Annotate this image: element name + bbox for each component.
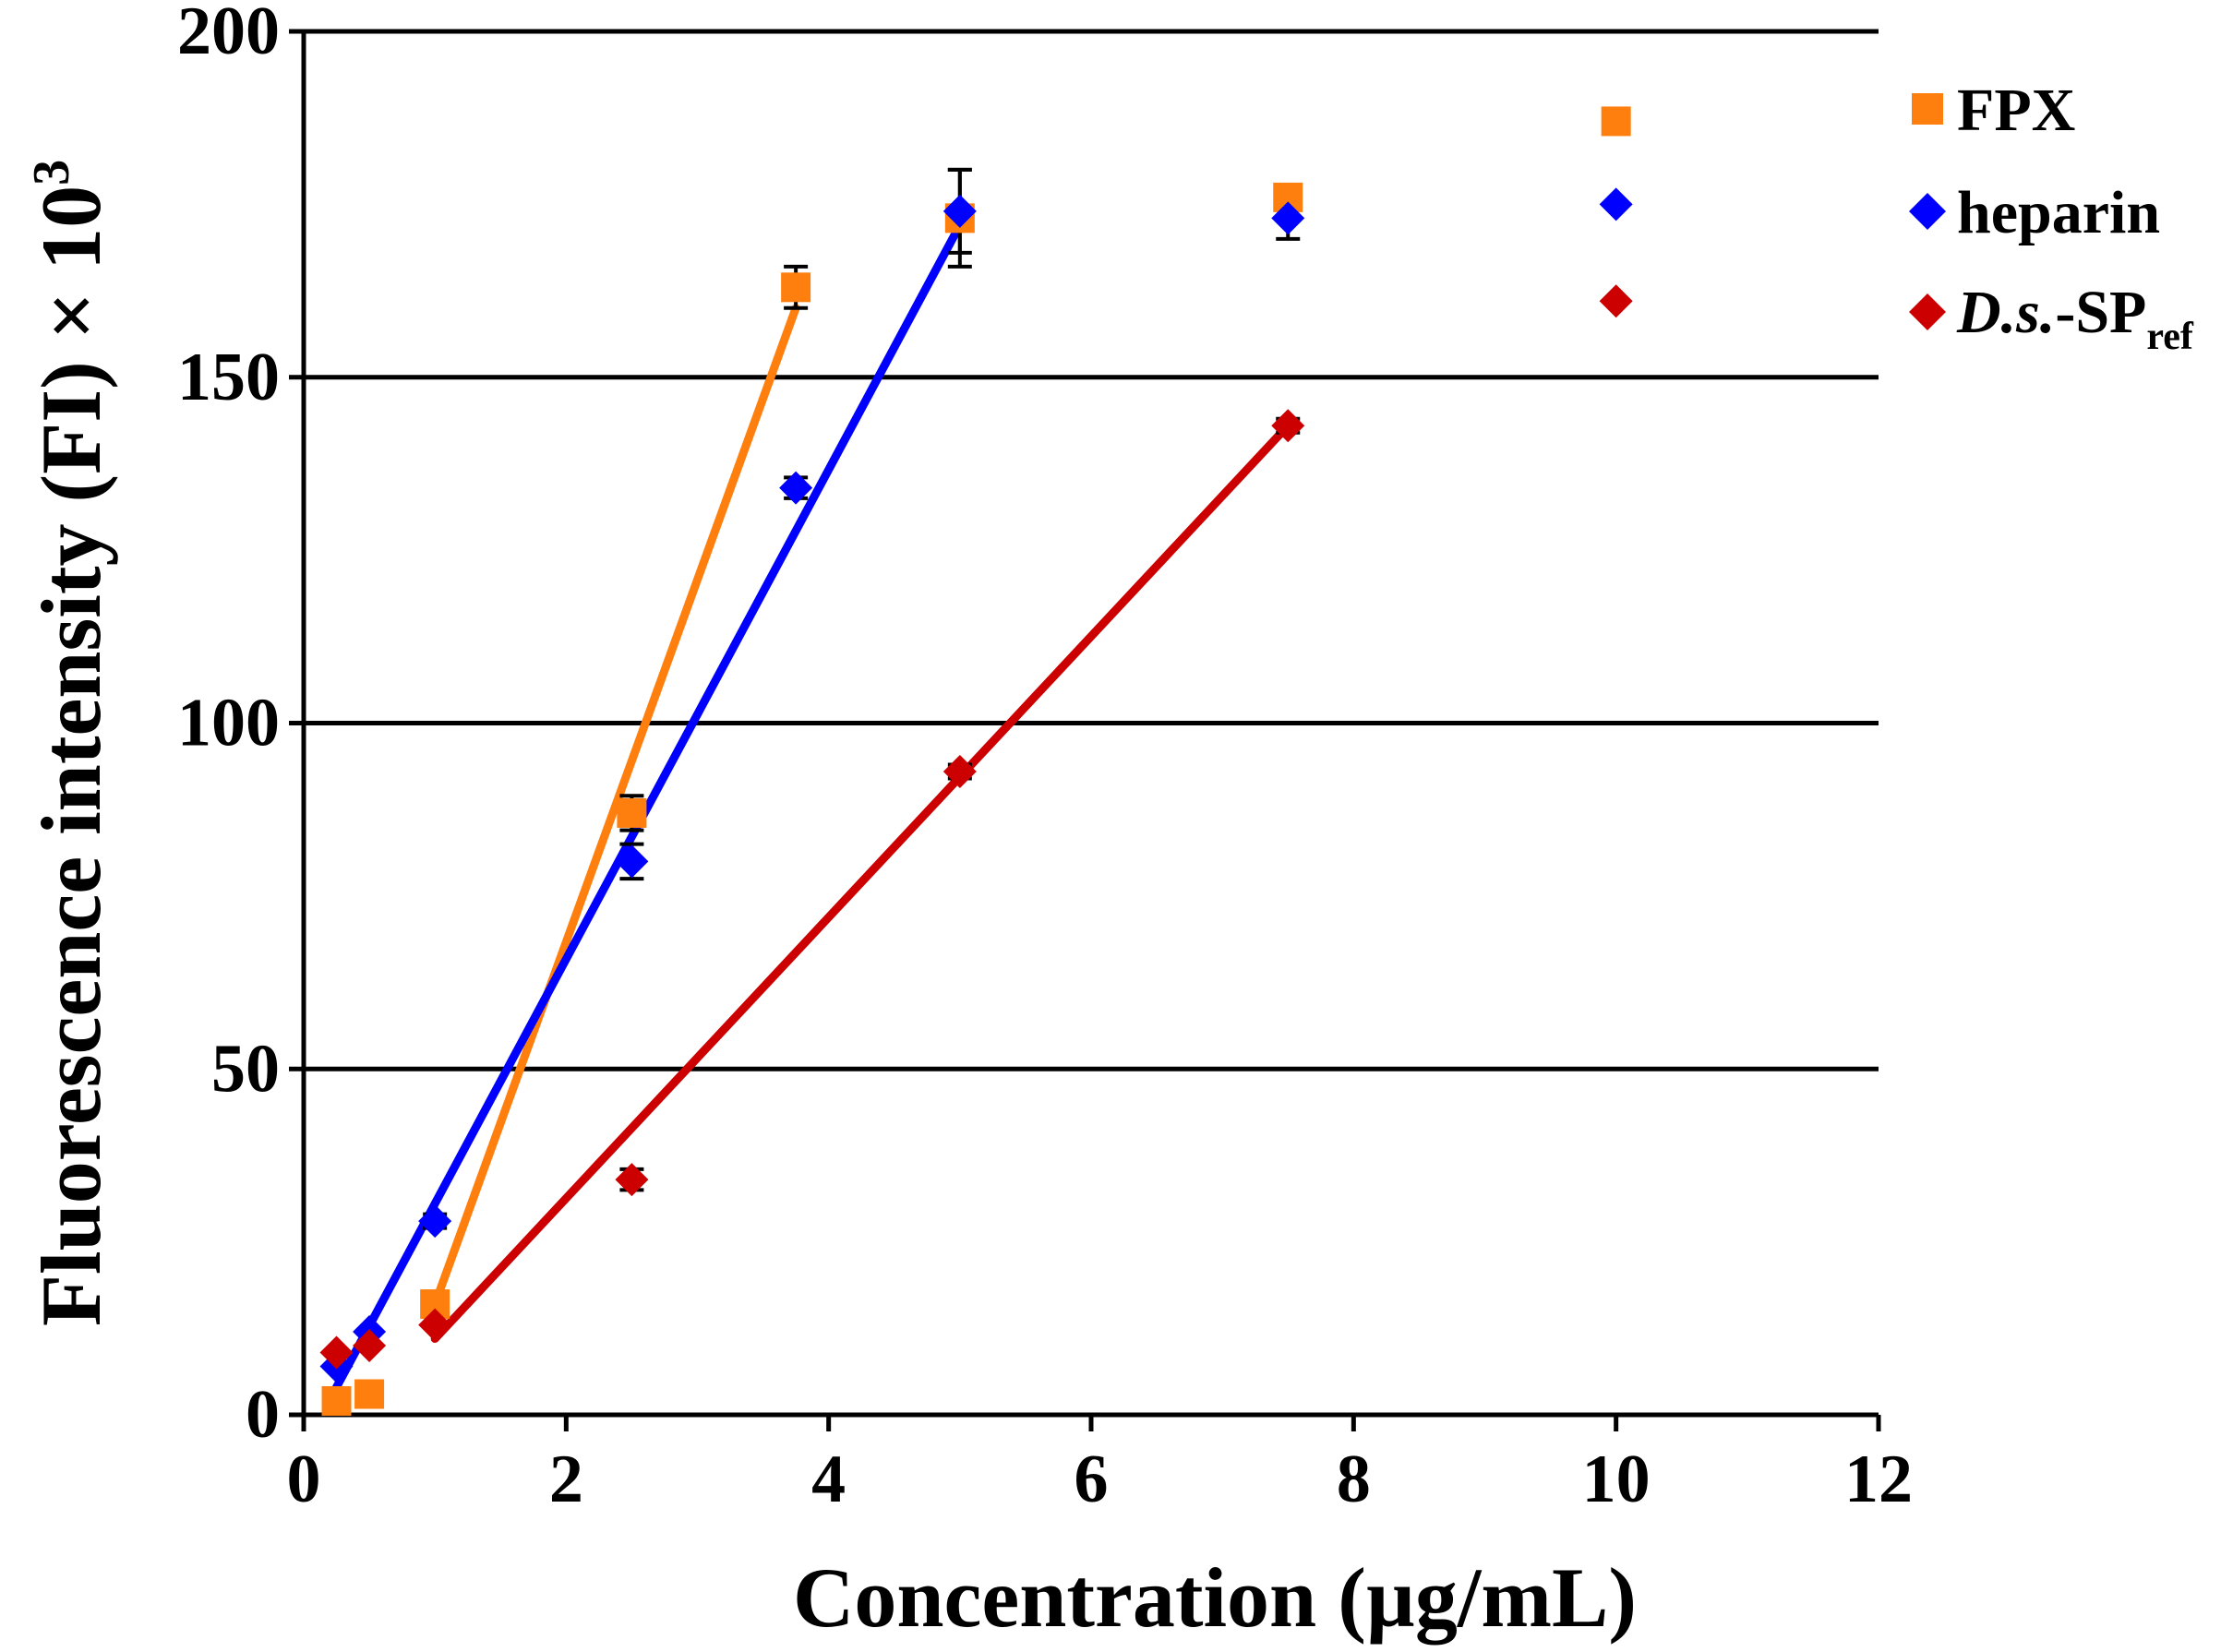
data-point-d-s-sp bbox=[1599, 284, 1633, 318]
x-tick-label: 10 bbox=[1582, 1442, 1651, 1517]
data-point-heparin bbox=[942, 194, 977, 228]
fit-line-heparin bbox=[332, 221, 965, 1392]
x-tick-label: 2 bbox=[549, 1442, 583, 1517]
grid-lines bbox=[304, 29, 1879, 1071]
x-tick-label: 12 bbox=[1844, 1442, 1913, 1517]
x-axis-title: Concentration (µg/mL) bbox=[793, 1550, 1637, 1645]
legend-marker-heparin bbox=[1909, 193, 1946, 230]
fit-line-fpx bbox=[430, 304, 800, 1309]
y-tick-label: 0 bbox=[246, 1377, 280, 1453]
y-tick-label: 50 bbox=[211, 1031, 280, 1107]
legend-label-ds-sp-italic: D.s. bbox=[1956, 279, 2055, 346]
legend: FPX heparin D.s.-SPref bbox=[1909, 77, 2194, 358]
legend-label-ds-sp-subscript: ref bbox=[2146, 316, 2194, 358]
x-tick-label: 6 bbox=[1074, 1442, 1109, 1517]
y-axis-title-text: Fluorescence intensity (FI) × 10 bbox=[24, 186, 118, 1326]
data-point-d-s-sp bbox=[418, 1308, 452, 1342]
data-point-heparin bbox=[1599, 187, 1633, 221]
x-tick-label: 4 bbox=[811, 1442, 846, 1517]
data-point-d-s-sp bbox=[319, 1335, 354, 1370]
x-tick-label: 8 bbox=[1337, 1442, 1371, 1517]
data-point-fpx bbox=[354, 1379, 385, 1409]
data-point-fpx bbox=[617, 797, 647, 828]
legend-marker-ds-sp bbox=[1909, 293, 1946, 330]
legend-label-fpx: FPX bbox=[1957, 77, 2075, 144]
legend-label-heparin: heparin bbox=[1957, 179, 2160, 246]
legend-label-ds-sp: D.s.-SPref bbox=[1956, 279, 2194, 358]
error-bars bbox=[423, 112, 1628, 1230]
data-point-fpx bbox=[321, 1386, 352, 1417]
x-tick-label: 0 bbox=[287, 1442, 321, 1517]
y-axis-title-superscript: 3 bbox=[23, 160, 80, 186]
data-point-d-s-sp bbox=[353, 1329, 387, 1363]
legend-label-ds-sp-main: -SP bbox=[2055, 279, 2146, 346]
fit-line-d-s-sp bbox=[430, 421, 1292, 1344]
data-point-heparin bbox=[615, 844, 649, 879]
data-point-d-s-sp bbox=[942, 754, 977, 788]
data-point-fpx bbox=[781, 272, 811, 303]
fit-lines bbox=[332, 221, 1292, 1392]
data-points bbox=[319, 106, 1633, 1417]
data-point-d-s-sp bbox=[615, 1163, 649, 1197]
y-tick-label: 200 bbox=[177, 0, 280, 69]
axis-ticks: 0 50 100 150 200 0 2 4 6 8 10 12 bbox=[177, 0, 1913, 1517]
data-point-heparin bbox=[418, 1204, 452, 1239]
y-tick-label: 100 bbox=[177, 686, 280, 761]
y-tick-label: 150 bbox=[177, 340, 280, 415]
y-axis-title: Fluorescence intensity (FI) × 103 bbox=[23, 160, 118, 1326]
data-point-heparin bbox=[1271, 201, 1305, 235]
legend-marker-fpx bbox=[1912, 93, 1943, 125]
data-point-fpx bbox=[1601, 106, 1631, 137]
data-point-d-s-sp bbox=[1271, 409, 1305, 443]
data-point-heparin bbox=[779, 471, 813, 505]
